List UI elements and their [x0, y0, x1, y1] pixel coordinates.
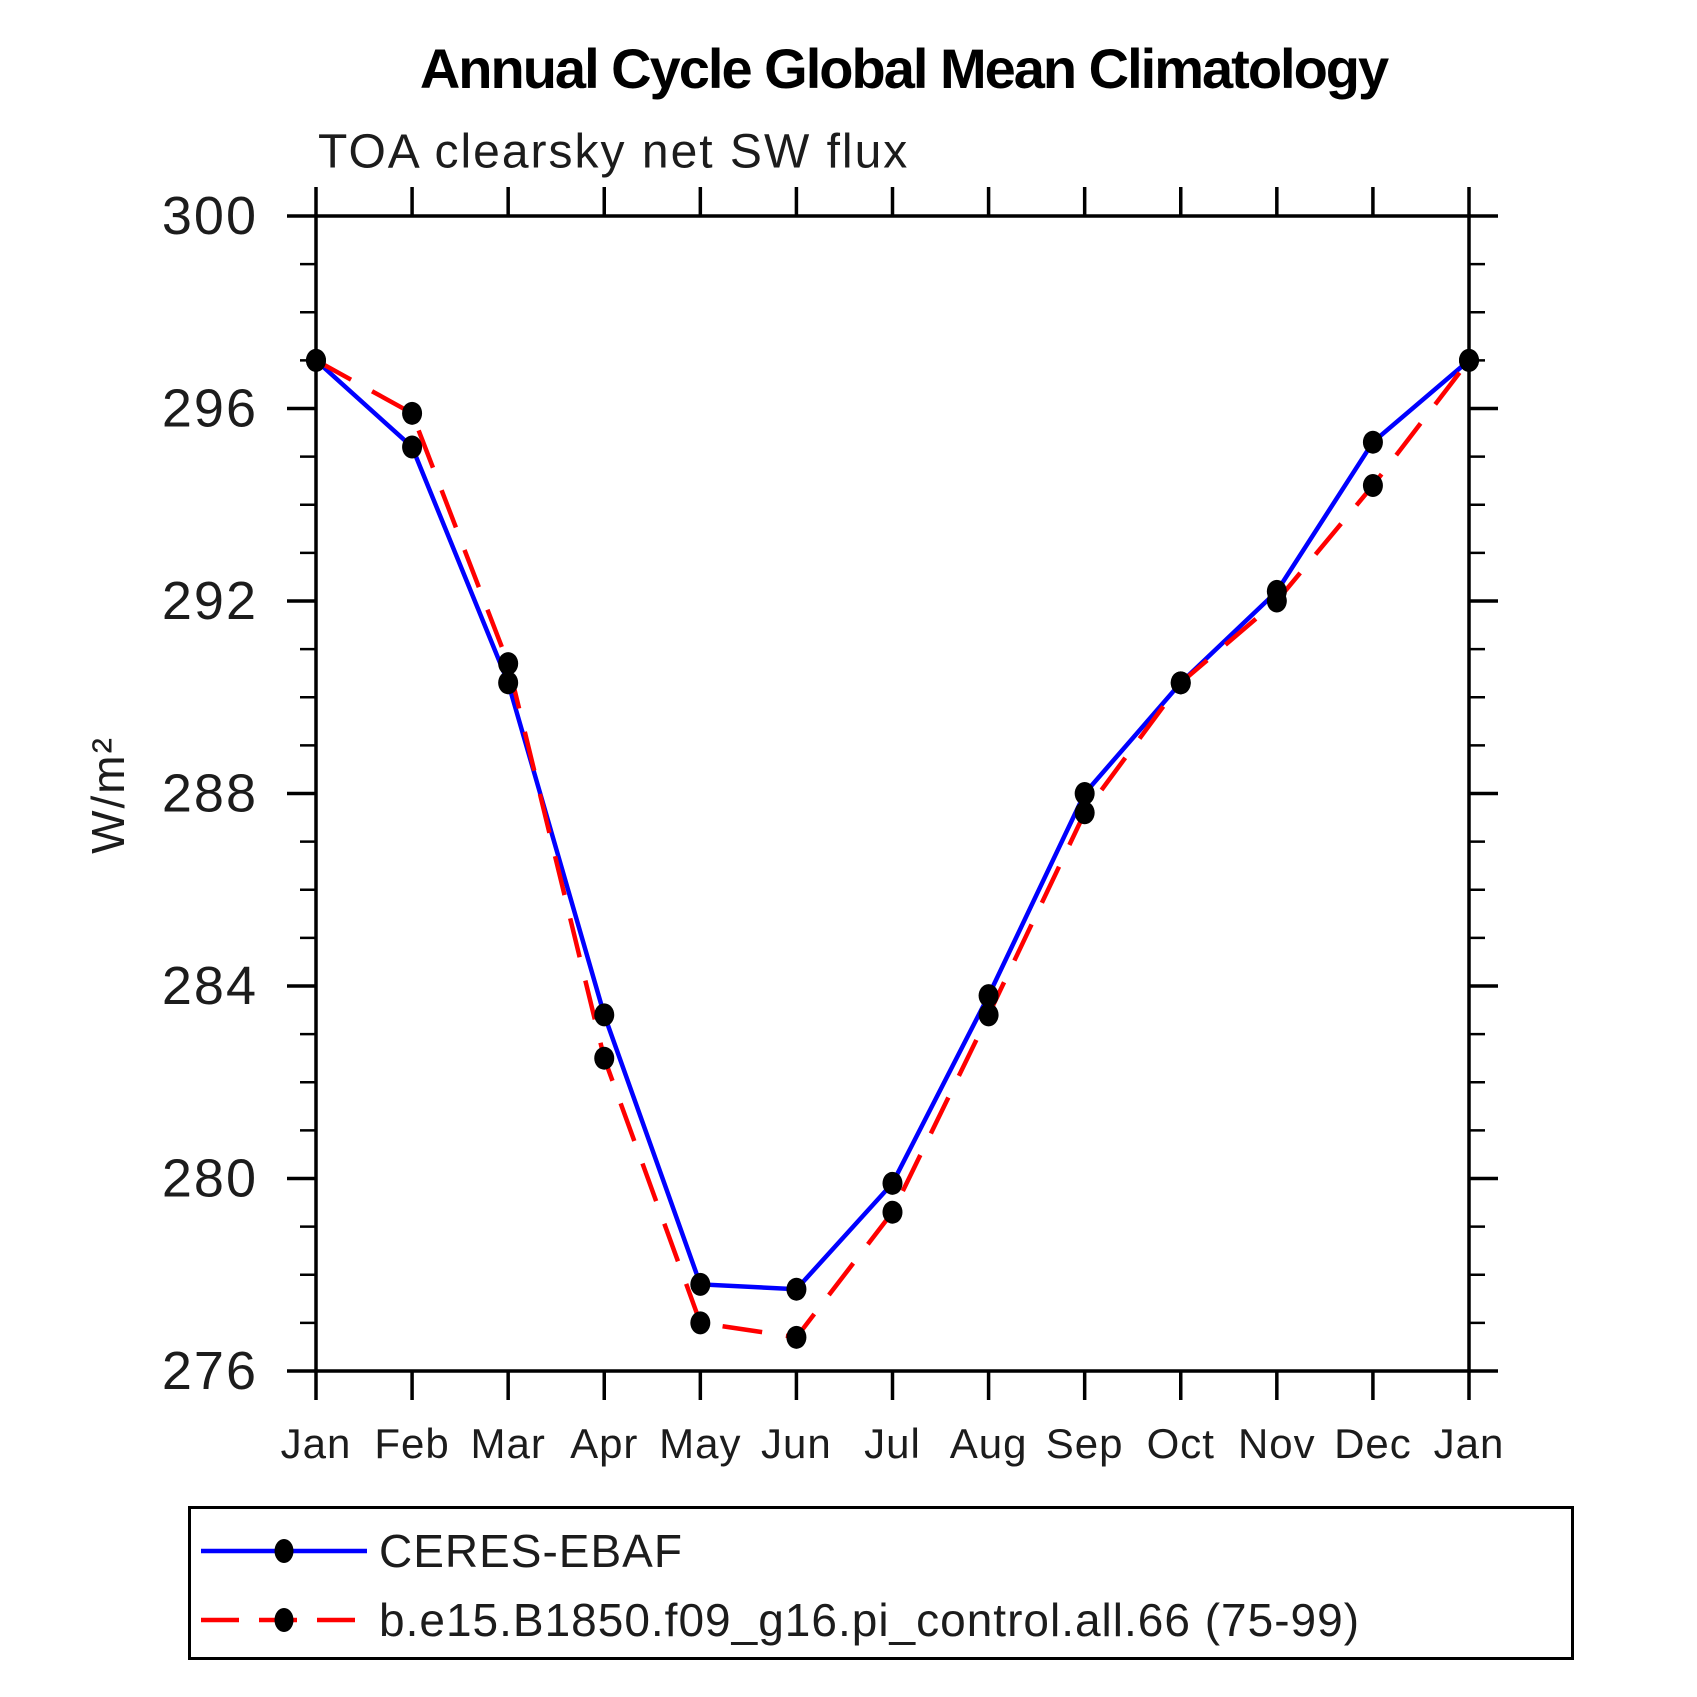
y-tick-label: 276 [162, 1341, 258, 1401]
data-point-marker-1 [498, 652, 519, 676]
legend-marker-dot [274, 1539, 294, 1563]
data-point-marker-1 [1170, 671, 1191, 695]
plot-frame [314, 214, 1471, 1373]
x-tick-label: Apr [570, 1420, 638, 1467]
data-point-marker-0 [978, 984, 999, 1008]
legend-item-ceres: CERES-EBAF [195, 1525, 683, 1577]
data-point-marker-0 [402, 435, 423, 459]
data-point-marker-1 [1362, 474, 1383, 497]
data-point-marker-0 [1362, 430, 1383, 454]
x-tick-label: Jul [864, 1420, 921, 1467]
x-tick-label: Nov [1238, 1420, 1316, 1467]
x-tick-label: Oct [1147, 1420, 1215, 1467]
x-tick-label: Dec [1334, 1420, 1412, 1467]
data-point-marker-1 [978, 1003, 999, 1027]
data-point-marker-0 [882, 1171, 903, 1195]
data-point-marker-1 [882, 1200, 903, 1224]
legend-marker-dot [274, 1608, 294, 1632]
data-point-marker-1 [1074, 801, 1095, 825]
data-point-marker-1 [306, 348, 326, 372]
y-tick-label: 300 [162, 186, 258, 246]
y-tick-label: 288 [162, 764, 258, 824]
x-tick-label: Jan [281, 1420, 352, 1467]
legend-label-model: b.e15.B1850.f09_g16.pi_control.all.66 (7… [379, 1594, 1361, 1646]
data-point-marker-1 [1459, 348, 1479, 372]
y-tick-label: 284 [162, 956, 258, 1016]
data-point-marker-0 [690, 1272, 711, 1296]
data-point-marker-0 [498, 671, 519, 695]
series-line-0 [314, 358, 1471, 1292]
data-point-marker-1 [690, 1311, 711, 1335]
y-tick-label: 296 [162, 379, 258, 439]
legend-sample-dashed-line [201, 1608, 367, 1632]
y-tick-label: 292 [162, 571, 258, 631]
x-tick-label: Mar [470, 1420, 545, 1467]
y-tick-label: 280 [162, 1149, 258, 1209]
legend-sample-solid-line [201, 1539, 367, 1563]
data-point-marker-0 [1074, 782, 1095, 805]
chart-title: Annual Cycle Global Mean Climatology [419, 37, 1389, 100]
legend: CERES-EBAF b.e15.B1850.f09_g16.pi_contro… [188, 1506, 1574, 1660]
x-tick-label: Aug [950, 1420, 1028, 1467]
legend-item-model: b.e15.B1850.f09_g16.pi_control.all.66 (7… [195, 1594, 1360, 1646]
data-point-marker-0 [786, 1277, 807, 1301]
data-point-marker-1 [402, 401, 423, 425]
legend-label-ceres: CERES-EBAF [379, 1525, 683, 1577]
data-point-marker-0 [594, 1003, 615, 1027]
chart-subtitle: TOA clearsky net SW flux [318, 125, 910, 179]
data-point-marker-1 [786, 1325, 807, 1349]
x-tick-label: Jan [1434, 1420, 1505, 1467]
x-tick-label: May [659, 1420, 741, 1467]
x-tick-label: Sep [1046, 1420, 1124, 1467]
x-tick-label: Jun [761, 1420, 832, 1467]
x-tick-label: Feb [374, 1420, 449, 1467]
data-point-marker-1 [1266, 589, 1287, 613]
data-point-marker-1 [594, 1046, 615, 1070]
